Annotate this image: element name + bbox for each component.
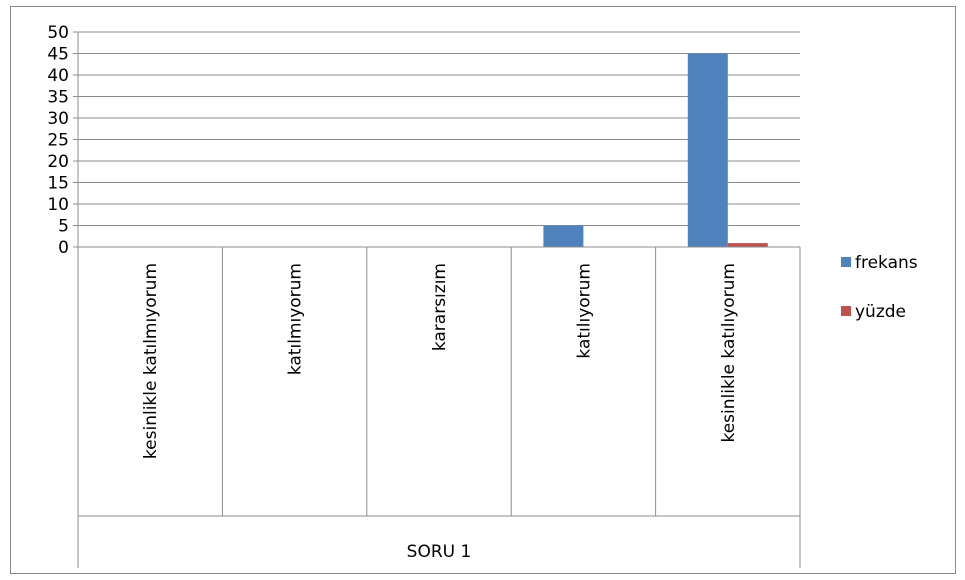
legend-swatch-frekans xyxy=(841,257,851,267)
y-tick-label-25: 25 xyxy=(47,131,69,151)
legend: frekans yüzde xyxy=(841,253,918,322)
y-tick-label-20: 20 xyxy=(47,152,69,172)
y-tick-label-40: 40 xyxy=(47,66,69,86)
y-tick-label-30: 30 xyxy=(47,109,69,129)
category-label-1: kesinlikle katılmıyorum xyxy=(141,263,161,459)
legend-swatch-yüzde xyxy=(841,306,851,316)
legend-label-frekans: frekans xyxy=(855,253,918,273)
y-tick-label-15: 15 xyxy=(47,174,69,194)
y-tick-label-5: 5 xyxy=(58,217,69,237)
y-tick-label-35: 35 xyxy=(47,88,69,108)
bars-layer xyxy=(543,53,768,247)
group-label: SORU 1 xyxy=(407,542,472,562)
y-tick-label-10: 10 xyxy=(47,195,69,215)
bar-frekans-5 xyxy=(687,53,728,247)
category-label-2: katılmıyorum xyxy=(286,263,306,375)
y-tick-label-50: 50 xyxy=(47,23,69,43)
category-label-4: katılıyorum xyxy=(574,263,594,359)
y-tick-label-0: 0 xyxy=(58,238,69,258)
bar-frekans-4 xyxy=(543,225,584,247)
category-label-3: kararsızım xyxy=(430,263,450,351)
chart-frame xyxy=(10,6,956,574)
legend-label-yüzde: yüzde xyxy=(855,302,906,322)
bar-yüzde-5 xyxy=(727,243,768,247)
y-tick-label-45: 45 xyxy=(47,45,69,65)
category-label-5: kesinlikle katılıyorum xyxy=(719,263,739,443)
